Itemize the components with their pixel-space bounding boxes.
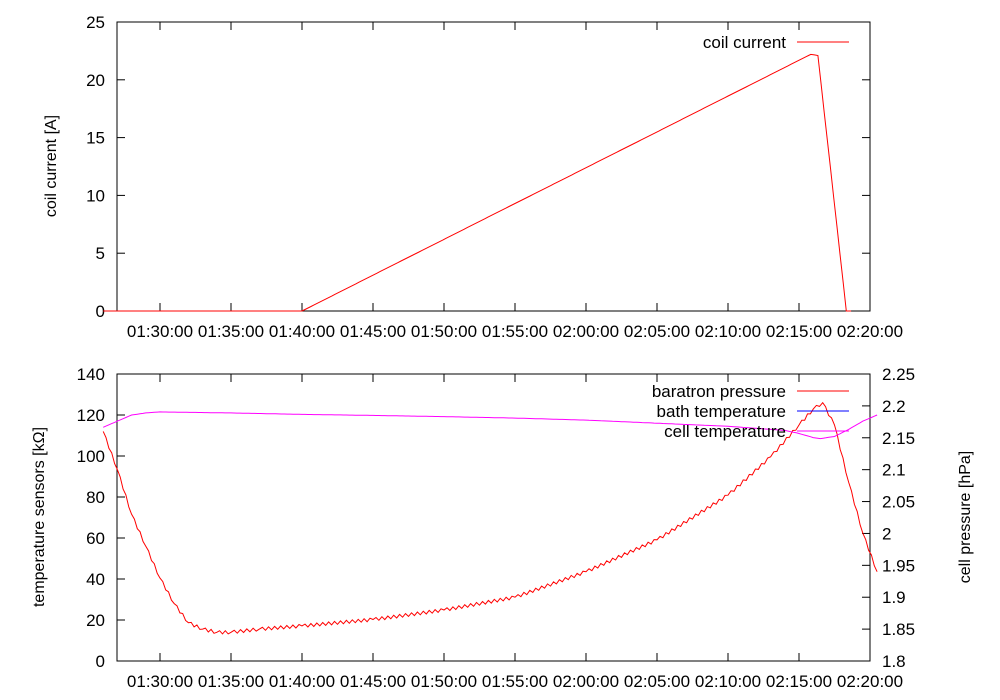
temperature-pressure-xtick-label: 02:15:00 bbox=[766, 672, 832, 691]
coil-current-xtick-label: 02:05:00 bbox=[624, 322, 690, 341]
temperature-pressure-ytick-right-label: 1.85 bbox=[882, 620, 915, 639]
coil-current-xtick-label: 02:10:00 bbox=[695, 322, 761, 341]
temperature-pressure-ytick-right-label: 1.9 bbox=[882, 588, 906, 607]
temperature-pressure-ytick-right-label: 2.1 bbox=[882, 461, 906, 480]
coil-current-ytick-label: 10 bbox=[86, 186, 105, 205]
coil-current-ytick-label: 15 bbox=[86, 129, 105, 148]
legend-label-cell-temperature: cell temperature bbox=[664, 422, 786, 441]
series-line-coil-current bbox=[103, 53, 852, 312]
temperature-pressure-xtick-label: 01:30:00 bbox=[127, 672, 193, 691]
temperature-pressure-ytick-right-label: 1.8 bbox=[882, 652, 906, 671]
temperature-pressure-ytick-label: 0 bbox=[96, 652, 105, 671]
legend-label-baratron-pressure: baratron pressure bbox=[652, 382, 786, 401]
temperature-y-axis-label: temperature sensors [kΩ] bbox=[31, 427, 48, 607]
coil-current-ytick-label: 20 bbox=[86, 71, 105, 90]
coil-current-xtick-label: 01:40:00 bbox=[269, 322, 335, 341]
coil-current-y-axis-label: coil current [A] bbox=[43, 115, 60, 217]
temperature-pressure-xtick-label: 02:05:00 bbox=[624, 672, 690, 691]
coil-current-legend: coil current bbox=[703, 33, 849, 52]
coil-current-ytick-label: 25 bbox=[86, 13, 105, 32]
temperature-pressure-xtick-label: 02:00:00 bbox=[553, 672, 619, 691]
coil-current-xtick-label: 02:00:00 bbox=[553, 322, 619, 341]
temperature-pressure-ytick-right-label: 2.25 bbox=[882, 365, 915, 384]
temperature-pressure-ytick-label: 80 bbox=[86, 488, 105, 507]
legend-label-bath-temperature: bath temperature bbox=[657, 402, 786, 421]
coil-current-panel: 0 5 10 15 20 25 01:30:00 01:35:00 01:40:00 01:45:… bbox=[43, 13, 903, 341]
coil-current-xtick-label: 02:20:00 bbox=[837, 322, 903, 341]
temperature-pressure-ytick-label: 40 bbox=[86, 570, 105, 589]
coil-current-xtick-label: 01:45:00 bbox=[340, 322, 406, 341]
temperature-pressure-xtick-label: 02:20:00 bbox=[837, 672, 903, 691]
temperature-pressure-ytick-right-label: 2.05 bbox=[882, 493, 915, 512]
coil-current-plot-frame bbox=[116, 21, 871, 312]
temperature-pressure-legend: baratron pressure bath temperature cell … bbox=[652, 382, 849, 441]
temperature-pressure-plot-frame bbox=[116, 373, 871, 662]
series-line-cell-temperature bbox=[103, 411, 878, 440]
temperature-pressure-xtick-label: 01:45:00 bbox=[340, 672, 406, 691]
temperature-pressure-series bbox=[102, 401, 878, 635]
temperature-pressure-ticks: 0 20 40 60 80 100 120 140 1.8 1.85 1.9 1.95 2 2.05 2.1… bbox=[77, 365, 915, 691]
temperature-pressure-ytick-right-label: 2.15 bbox=[882, 429, 915, 448]
temperature-pressure-xtick-label: 02:10:00 bbox=[695, 672, 761, 691]
temperature-pressure-panel: 0 20 40 60 80 100 120 140 1.8 1.85 1.9 1.95 2 2.05 2.1… bbox=[31, 365, 974, 691]
temperature-pressure-ytick-label: 120 bbox=[77, 406, 105, 425]
pressure-y-axis-label: cell pressure [hPa] bbox=[957, 451, 974, 584]
temperature-pressure-ytick-label: 20 bbox=[86, 611, 105, 630]
temperature-pressure-ytick-right-label: 1.95 bbox=[882, 556, 915, 575]
temperature-pressure-ytick-label: 140 bbox=[77, 365, 105, 384]
temperature-pressure-ytick-right-label: 2 bbox=[882, 524, 891, 543]
coil-current-xtick-label: 01:55:00 bbox=[482, 322, 548, 341]
coil-current-ticks: 0 5 10 15 20 25 01:30:00 01:35:00 01:40:00 01:45:… bbox=[86, 13, 903, 341]
temperature-pressure-xtick-label: 01:40:00 bbox=[269, 672, 335, 691]
series-line-baratron-pressure bbox=[102, 401, 878, 635]
temperature-pressure-xtick-label: 01:55:00 bbox=[482, 672, 548, 691]
coil-current-xtick-label: 02:15:00 bbox=[766, 322, 832, 341]
coil-current-xtick-label: 01:50:00 bbox=[411, 322, 477, 341]
coil-current-xtick-label: 01:30:00 bbox=[127, 322, 193, 341]
temperature-pressure-ytick-right-label: 2.2 bbox=[882, 397, 906, 416]
legend-label-coil-current: coil current bbox=[703, 33, 786, 52]
coil-current-ytick-label: 5 bbox=[96, 244, 105, 263]
temperature-pressure-xtick-label: 01:50:00 bbox=[411, 672, 477, 691]
coil-current-series bbox=[103, 53, 852, 312]
coil-current-ytick-label: 0 bbox=[96, 302, 105, 321]
coil-current-xtick-label: 01:35:00 bbox=[198, 322, 264, 341]
temperature-pressure-xtick-label: 01:35:00 bbox=[198, 672, 264, 691]
temperature-pressure-ytick-label: 60 bbox=[86, 529, 105, 548]
temperature-pressure-ytick-label: 100 bbox=[77, 447, 105, 466]
